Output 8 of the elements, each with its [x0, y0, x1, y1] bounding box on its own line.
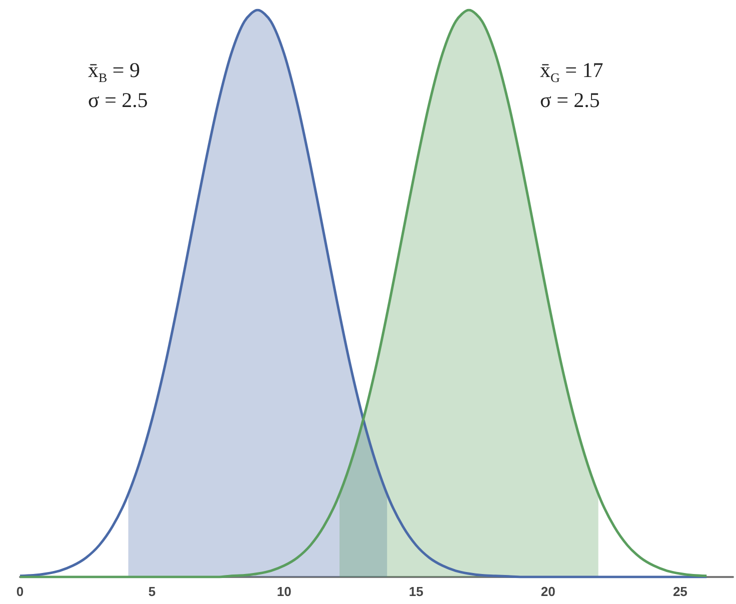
x-tick-label: 25 [672, 584, 688, 599]
x-tick-label: 15 [408, 584, 424, 599]
annotation: x̄$_{G}$ = 17 σ = 2.5 [540, 57, 604, 114]
x-tick-label: 0 [16, 584, 24, 599]
annotation: x̄$_{B}$ = 9 σ = 2.5 [88, 57, 148, 114]
x-tick-label: 20 [540, 584, 556, 599]
x-tick-label: 5 [148, 584, 156, 599]
x-tick-label: 10 [276, 584, 292, 599]
